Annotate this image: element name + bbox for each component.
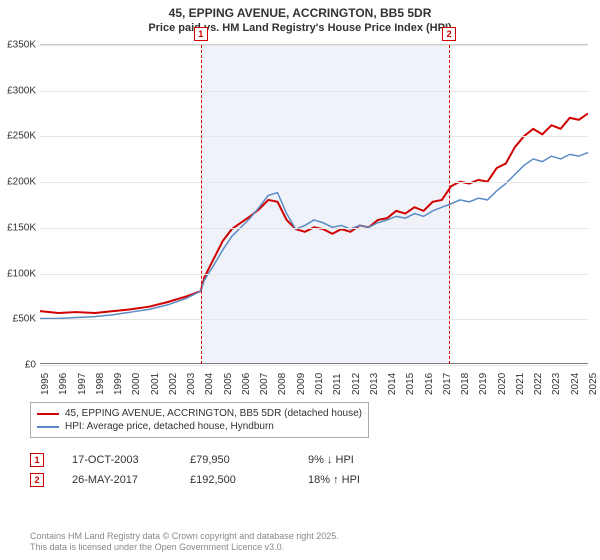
legend: 45, EPPING AVENUE, ACCRINGTON, BB5 5DR (… [30,402,369,438]
y-tick-label: £50K [2,314,36,325]
gridline [40,319,588,320]
x-tick-label: 1997 [77,373,88,395]
legend-swatch [37,426,59,428]
transaction-row: 2 26-MAY-2017 £192,500 18% ↑ HPI [30,470,398,490]
chart-subtitle: Price paid vs. HM Land Registry's House … [0,20,600,42]
series-hpi [40,153,588,319]
attribution-line: Contains HM Land Registry data © Crown c… [30,531,339,543]
transaction-price: £192,500 [190,474,280,486]
transaction-row: 1 17-OCT-2003 £79,950 9% ↓ HPI [30,450,398,470]
x-tick-label: 2018 [460,373,471,395]
x-tick-label: 2025 [588,373,599,395]
x-tick-label: 2003 [186,373,197,395]
x-tick-label: 1998 [95,373,106,395]
x-tick-label: 2012 [351,373,362,395]
gridline [40,45,588,46]
y-tick-label: £250K [2,131,36,142]
x-tick-label: 1995 [40,373,51,395]
attribution-line: This data is licensed under the Open Gov… [30,542,339,554]
chart: £0£50K£100K£150K£200K£250K£300K£350K1995… [2,44,598,394]
line-series [40,45,588,364]
legend-label: HPI: Average price, detached house, Hynd… [65,421,274,432]
marker-dashline [449,45,450,364]
x-tick-label: 2005 [223,373,234,395]
transaction-price: £79,950 [190,454,280,466]
y-tick-label: £200K [2,177,36,188]
gridline [40,91,588,92]
legend-swatch [37,413,59,415]
legend-label: 45, EPPING AVENUE, ACCRINGTON, BB5 5DR (… [65,408,362,419]
x-tick-label: 2000 [131,373,142,395]
x-tick-label: 2002 [168,373,179,395]
transaction-delta: 18% ↑ HPI [308,474,398,486]
x-tick-label: 2019 [478,373,489,395]
x-tick-label: 2006 [241,373,252,395]
marker-dashline [201,45,202,364]
x-tick-label: 2023 [551,373,562,395]
chart-marker: 2 [442,27,456,41]
y-tick-label: £0 [2,360,36,371]
plot-area: £0£50K£100K£150K£200K£250K£300K£350K1995… [40,44,588,364]
chart-title: 45, EPPING AVENUE, ACCRINGTON, BB5 5DR [0,0,600,20]
x-tick-label: 2017 [442,373,453,395]
x-tick-label: 2001 [150,373,161,395]
y-tick-label: £100K [2,268,36,279]
x-tick-label: 1999 [113,373,124,395]
x-tick-label: 2020 [497,373,508,395]
transaction-date: 17-OCT-2003 [72,454,162,466]
gridline [40,228,588,229]
x-tick-label: 2008 [277,373,288,395]
y-tick-label: £150K [2,222,36,233]
transaction-date: 26-MAY-2017 [72,474,162,486]
x-tick-label: 2004 [204,373,215,395]
x-tick-label: 2021 [515,373,526,395]
x-tick-label: 2013 [369,373,380,395]
legend-item: 45, EPPING AVENUE, ACCRINGTON, BB5 5DR (… [37,407,362,420]
gridline [40,274,588,275]
series-price_paid [40,113,588,313]
transaction-delta: 9% ↓ HPI [308,454,398,466]
gridline [40,136,588,137]
x-tick-label: 2010 [314,373,325,395]
transactions-table: 1 17-OCT-2003 £79,950 9% ↓ HPI 2 26-MAY-… [30,450,398,490]
x-tick-label: 2009 [296,373,307,395]
x-tick-label: 1996 [58,373,69,395]
x-tick-label: 2014 [387,373,398,395]
gridline [40,365,588,366]
marker-icon: 1 [30,453,44,467]
x-tick-label: 2015 [405,373,416,395]
y-tick-label: £350K [2,40,36,51]
chart-marker: 1 [194,27,208,41]
x-tick-label: 2007 [259,373,270,395]
x-tick-label: 2016 [424,373,435,395]
attribution: Contains HM Land Registry data © Crown c… [30,531,339,554]
legend-item: HPI: Average price, detached house, Hynd… [37,420,362,433]
y-tick-label: £300K [2,85,36,96]
x-tick-label: 2024 [570,373,581,395]
x-tick-label: 2011 [332,373,343,395]
x-tick-label: 2022 [533,373,544,395]
marker-icon: 2 [30,473,44,487]
gridline [40,182,588,183]
